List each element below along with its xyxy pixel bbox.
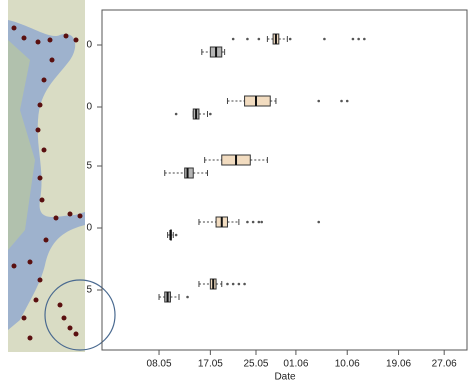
outlier bbox=[238, 283, 241, 286]
x-tick-label: 19.06 bbox=[386, 359, 411, 370]
outlier bbox=[289, 38, 292, 41]
map bbox=[8, 0, 115, 352]
outlier bbox=[175, 113, 178, 116]
x-tick-label: 01.06 bbox=[283, 359, 308, 370]
outlier bbox=[209, 113, 212, 116]
x-tick-label: 08.05 bbox=[147, 359, 172, 370]
y-tick-label: 0 bbox=[86, 102, 92, 113]
y-tick-label: 0 bbox=[86, 223, 92, 234]
outlier bbox=[186, 296, 189, 299]
plot-frame bbox=[102, 10, 467, 350]
outlier bbox=[252, 221, 255, 224]
outlier bbox=[232, 38, 235, 41]
x-axis-label: Date bbox=[274, 372, 296, 383]
outlier bbox=[323, 38, 326, 41]
x-tick-label: 17.05 bbox=[198, 359, 223, 370]
outlier bbox=[243, 283, 246, 286]
outlier bbox=[357, 38, 360, 41]
outlier bbox=[175, 234, 178, 237]
outlier bbox=[258, 221, 261, 224]
outlier bbox=[232, 283, 235, 286]
box bbox=[185, 168, 194, 178]
outlier bbox=[260, 221, 263, 224]
figure: Date 08.05 17.05 25.05 01.06 10.06 19.06 27.06… bbox=[0, 0, 468, 383]
outlier bbox=[258, 38, 261, 41]
outlier bbox=[340, 100, 343, 103]
outlier bbox=[317, 100, 320, 103]
outlier bbox=[363, 38, 366, 41]
box bbox=[245, 96, 271, 106]
outlier bbox=[346, 100, 349, 103]
y-tick-label: 5 bbox=[86, 285, 92, 296]
y-tick-label: 5 bbox=[86, 161, 92, 172]
outlier bbox=[246, 221, 249, 224]
x-tick-label: 27.06 bbox=[432, 359, 457, 370]
outlier bbox=[226, 283, 229, 286]
outlier bbox=[352, 38, 355, 41]
x-tick-label: 10.06 bbox=[335, 359, 360, 370]
y-tick-label: 0 bbox=[86, 40, 92, 51]
outlier bbox=[317, 221, 320, 224]
outlier bbox=[246, 38, 249, 41]
x-tick-label: 25.05 bbox=[243, 359, 268, 370]
